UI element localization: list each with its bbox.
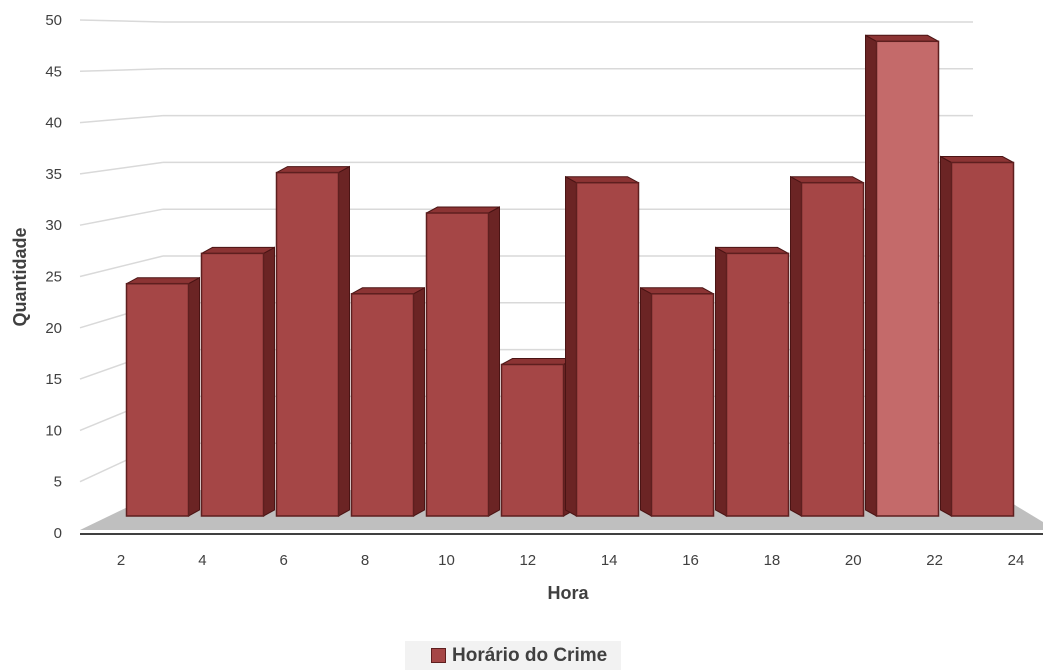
x-tick-label: 8 xyxy=(361,552,369,569)
x-axis-ticks: 2 4 6 8 10 12 14 16 18 20 22 24 xyxy=(117,552,1025,569)
bar-18 xyxy=(715,246,790,517)
bar-top xyxy=(565,176,639,184)
y-tick-label: 50 xyxy=(45,12,62,29)
bar-top xyxy=(126,277,200,285)
y-axis-title: Quantidade xyxy=(10,227,30,326)
bar-front xyxy=(125,282,190,517)
bar-front xyxy=(950,161,1015,517)
y-tick-label: 30 xyxy=(45,217,62,234)
bar-top xyxy=(940,156,1014,163)
bar-2 xyxy=(125,276,200,517)
legend-swatch xyxy=(431,648,446,663)
bar-front xyxy=(800,181,865,517)
bar-10 xyxy=(425,206,500,517)
x-tick-label: 16 xyxy=(682,552,699,569)
bar-12 xyxy=(500,357,575,517)
bar-top xyxy=(501,358,575,365)
bar-side xyxy=(413,286,425,517)
legend: Horário do Crime xyxy=(405,641,622,670)
bars xyxy=(125,34,1015,517)
gridline-diagonal xyxy=(79,19,164,23)
x-tick-label: 14 xyxy=(601,552,618,569)
gridline-diagonal xyxy=(79,114,164,124)
bar-16 xyxy=(640,286,715,517)
x-tick-label: 22 xyxy=(926,552,943,569)
x-tick-label: 24 xyxy=(1008,552,1025,569)
x-tick-label: 4 xyxy=(198,552,206,569)
bar-14 xyxy=(565,175,640,517)
bar-side xyxy=(640,286,652,517)
bar-front xyxy=(200,252,265,517)
bar-front xyxy=(725,252,790,517)
bar-front xyxy=(350,293,415,517)
bar-top xyxy=(351,287,425,295)
y-tick-label: 10 xyxy=(45,422,62,439)
bar-top xyxy=(426,206,500,214)
gridline-diagonal xyxy=(79,255,164,278)
bar-side xyxy=(188,276,200,517)
y-axis-ticks: 0 5 10 15 20 25 30 35 40 45 50 xyxy=(45,12,62,542)
bar-top xyxy=(201,246,275,254)
bar-side xyxy=(338,165,350,517)
y-tick-label: 35 xyxy=(45,166,62,183)
x-tick-label: 2 xyxy=(117,552,125,569)
y-tick-label: 0 xyxy=(54,525,62,542)
bar-side xyxy=(488,206,500,517)
bar-front xyxy=(650,293,715,517)
bar-top xyxy=(715,246,789,254)
bar-front xyxy=(425,212,490,517)
bar-front xyxy=(575,181,640,517)
bar-front xyxy=(275,171,340,517)
x-tick-label: 20 xyxy=(845,552,862,569)
bar-6 xyxy=(275,165,350,517)
y-tick-label: 25 xyxy=(45,269,62,286)
legend-label: Horário do Crime xyxy=(452,644,608,666)
x-tick-label: 18 xyxy=(764,552,781,569)
y-tick-label: 5 xyxy=(54,474,62,491)
y-tick-label: 20 xyxy=(45,320,62,337)
bar-4 xyxy=(200,246,275,517)
bar-top xyxy=(865,34,939,42)
bar-side xyxy=(565,175,577,517)
x-axis-title: Hora xyxy=(547,583,589,603)
y-tick-label: 45 xyxy=(45,63,62,80)
y-tick-label: 40 xyxy=(45,115,62,132)
x-tick-label: 12 xyxy=(519,552,536,569)
bar-side xyxy=(865,34,877,517)
x-tick-label: 6 xyxy=(280,552,288,569)
bar-20 xyxy=(790,175,865,517)
bar-side xyxy=(715,246,727,517)
bar-side xyxy=(263,246,275,517)
bar-side xyxy=(790,175,802,517)
bar-side xyxy=(940,155,952,517)
bar-front xyxy=(875,40,940,517)
bar-24 xyxy=(940,155,1015,517)
gridline-diagonal xyxy=(79,68,164,73)
x-tick-label: 10 xyxy=(438,552,455,569)
bar-top xyxy=(640,287,714,295)
gridline-diagonal xyxy=(79,208,164,226)
bar-8 xyxy=(350,286,425,517)
bar-22 xyxy=(865,34,940,517)
bar-top xyxy=(790,176,864,184)
bar-top xyxy=(276,166,350,174)
bar-front xyxy=(500,363,565,517)
y-tick-label: 15 xyxy=(45,371,62,388)
gridline-diagonal xyxy=(79,161,164,175)
